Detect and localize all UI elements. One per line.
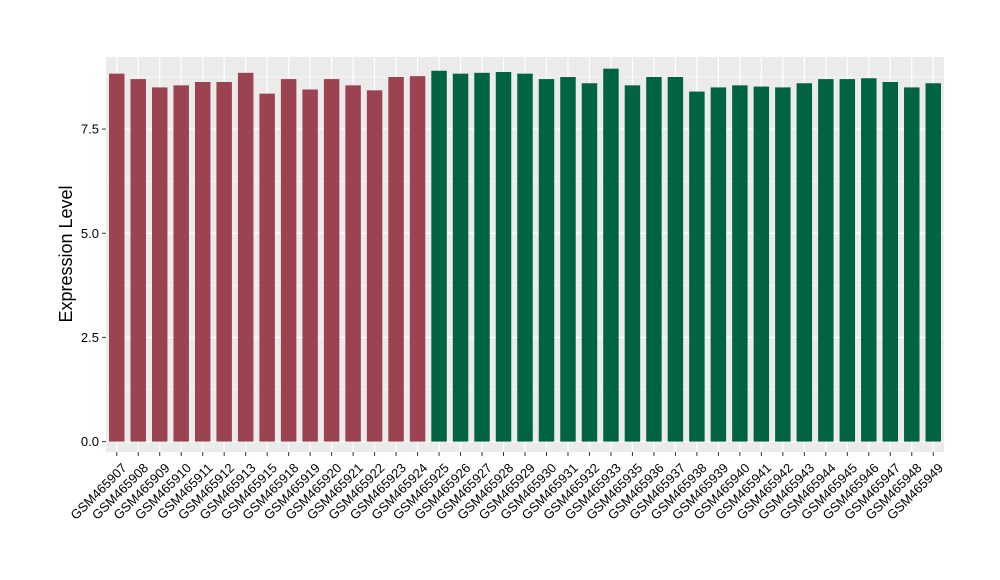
y-axis: 0.0 2.5 5.0 7.5 xyxy=(81,122,106,449)
bar-GSM465919 xyxy=(302,89,318,442)
bar-GSM465918 xyxy=(280,79,297,442)
y-tick-label: 2.5 xyxy=(81,330,99,345)
bar-GSM465911 xyxy=(194,82,211,442)
bar-GSM465944 xyxy=(818,79,834,442)
bar-GSM465929 xyxy=(517,73,533,442)
bars xyxy=(109,68,941,442)
bar-GSM465947 xyxy=(882,82,899,442)
bar-GSM465926 xyxy=(452,73,469,442)
bar-GSM465945 xyxy=(839,79,856,442)
bar-GSM465943 xyxy=(796,83,813,442)
bar-GSM465942 xyxy=(775,87,791,442)
y-tick-label: 5.0 xyxy=(81,226,99,241)
x-axis: GSM465907GSM465908GSM465909GSM465910GSM4… xyxy=(67,452,946,523)
bar-GSM465946 xyxy=(861,78,877,442)
bar-GSM465908 xyxy=(130,79,146,442)
bar-GSM465910 xyxy=(173,85,189,442)
bar-GSM465915 xyxy=(259,93,275,442)
bar-GSM465924 xyxy=(409,76,426,442)
bar-GSM465907 xyxy=(109,73,125,442)
y-tick-label: 7.5 xyxy=(81,122,99,137)
bar-GSM465937 xyxy=(667,77,684,442)
bar-GSM465948 xyxy=(904,87,920,442)
bar-GSM465939 xyxy=(710,87,727,442)
y-axis-title: Expression Level xyxy=(56,185,76,322)
bar-GSM465909 xyxy=(151,87,168,442)
bar-GSM465913 xyxy=(237,72,254,442)
bar-GSM465920 xyxy=(323,79,340,442)
bar-GSM465941 xyxy=(753,86,770,442)
bar-GSM465949 xyxy=(925,83,941,442)
bar-GSM465938 xyxy=(689,91,705,442)
bar-GSM465931 xyxy=(560,77,576,442)
bar-GSM465935 xyxy=(624,85,641,442)
bar-GSM465936 xyxy=(646,77,662,442)
bar-GSM465923 xyxy=(388,77,404,442)
bar-GSM465927 xyxy=(474,72,490,442)
bar-GSM465921 xyxy=(345,85,361,442)
bar-GSM465930 xyxy=(538,79,555,442)
bar-GSM465933 xyxy=(603,68,619,442)
bar-GSM465928 xyxy=(495,72,512,442)
bar-GSM465940 xyxy=(732,85,748,442)
bar-GSM465912 xyxy=(216,82,232,442)
bar-GSM465922 xyxy=(366,90,383,442)
y-tick-label: 0.0 xyxy=(81,434,99,449)
bar-GSM465932 xyxy=(581,83,598,442)
bar-GSM465925 xyxy=(431,70,447,442)
